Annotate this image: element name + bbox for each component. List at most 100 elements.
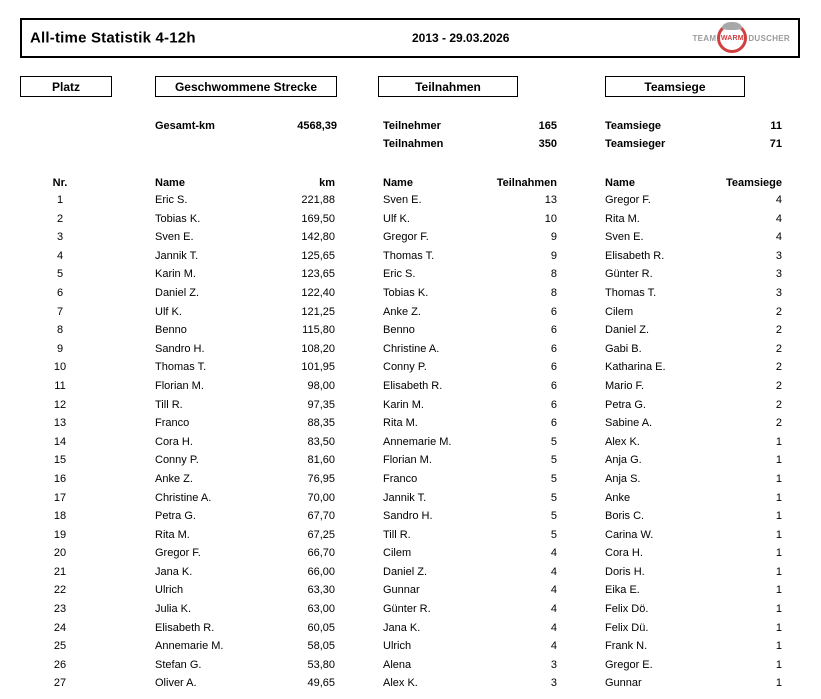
teamsiege-name-cell: Anja G. [605,454,642,467]
teamsiege-value-cell: 4 [775,212,782,225]
teamsiege-name-cell: Carina W. [605,528,654,541]
rank-cell: 25 [53,640,67,653]
table-row: 8 Benno 115,80 Benno 6 Daniel Z. 2 [0,321,821,340]
teilnahmen-name-cell: Sven E. [383,194,422,206]
km-value-cell: 121,25 [301,305,335,318]
header-teilnahmen: Teilnahmen [496,177,557,189]
km-name-cell: Oliver A. [155,677,197,690]
rank-cell: 9 [56,342,64,355]
teilnahmen-name-cell: Florian M. [383,454,432,467]
rank-cell: 4 [56,249,64,262]
rank-cell: 7 [56,305,64,318]
rank-cell: 13 [53,417,67,430]
teamsiege-value-cell: 4 [775,194,782,206]
km-name-cell: Elisabeth R. [155,621,215,634]
teilnahmen-name-cell: Jannik T. [383,491,427,504]
table-row: 26 Stefan G. 53,80 Alena 3 Gregor E. 1 [0,656,821,675]
km-name-cell: Florian M. [155,379,204,392]
km-value-cell: 115,80 [302,324,335,337]
teamsiege-name-cell: Doris H. [605,565,645,578]
teilnahmen-value-cell: 4 [550,640,557,653]
rank-cell: 1 [56,194,64,206]
teamsiege-value-cell: 1 [775,640,782,653]
section-box-teilnahmen: Teilnahmen [378,76,518,97]
date-range: 2013 - 29.03.2026 [412,31,510,45]
km-name-cell: Cora H. [155,435,193,448]
km-value-cell: 88,35 [307,417,335,430]
rank-cell: 20 [53,547,67,560]
km-value-cell: 58,05 [307,640,335,653]
km-value-cell: 66,00 [307,565,335,578]
km-value-cell: 81,60 [307,454,335,467]
table-row: 11 Florian M. 98,00 Elisabeth R. 6 Mario… [0,377,821,396]
teilnahmen-value: 350 [538,138,557,150]
teilnahmen-name-cell: Gregor F. [383,231,429,244]
teilnahmen-value-cell: 6 [550,361,557,374]
km-name-cell: Petra G. [155,510,196,523]
teamsiege-name-cell: Anja S. [605,472,641,485]
teamsiege-name-cell: Felix Dü. [605,621,649,634]
teilnahmen-name-cell: Thomas T. [383,249,435,262]
table-row: 20 Gregor F. 66,70 Cilem 4 Cora H. 1 [0,544,821,563]
teilnahmen-name-cell: Jana K. [383,621,421,634]
table-row: 19 Rita M. 67,25 Till R. 5 Carina W. 1 [0,526,821,545]
teilnahmen-value-cell: 4 [550,565,557,578]
teilnahmen-name-cell: Alex K. [383,677,418,690]
rank-cell: 5 [56,268,64,281]
teamsiege-value-cell: 2 [775,305,782,318]
km-name-cell: Conny P. [155,454,199,467]
teamsiege-value-cell: 1 [775,454,782,467]
teilnahmen-value-cell: 6 [550,417,557,430]
team-warmduscher-logo: TEAM WARM DUSCHER [692,22,790,53]
rank-cell: 21 [53,565,67,578]
teilnahmen-name-cell: Anke Z. [383,305,421,318]
teilnahmen-value-cell: 4 [550,621,557,634]
teamsiege-value-cell: 2 [775,342,782,355]
teamsiege-name-cell: Eika E. [605,584,640,597]
teamsiege-value-cell: 1 [775,603,782,616]
logo-team-text: TEAM [692,33,717,43]
km-value-cell: 66,70 [307,547,335,560]
table-row: 6 Daniel Z. 122,40 Tobias K. 8 Thomas T.… [0,284,821,303]
section-box-platz: Platz [20,76,112,97]
km-name-cell: Anke Z. [155,472,193,485]
teilnahmen-name-cell: Christine A. [383,342,440,355]
table-row: 27 Oliver A. 49,65 Alex K. 3 Gunnar 1 [0,674,821,693]
km-value-cell: 169,50 [301,212,335,225]
km-name-cell: Jannik T. [155,249,199,262]
teilnahmen-value-cell: 9 [550,231,557,244]
rank-cell: 6 [56,286,64,299]
gesamt-km-label: Gesamt-km [155,120,215,132]
teamsiege-value-cell: 1 [775,677,782,690]
km-value-cell: 67,70 [307,510,335,523]
km-value-cell: 123,65 [301,268,335,281]
teilnahmen-value-cell: 8 [550,268,557,281]
teamsiege-name-cell: Boris C. [605,510,645,523]
rank-cell: 14 [53,435,67,448]
table-row: 5 Karin M. 123,65 Eric S. 8 Günter R. 3 [0,265,821,284]
rank-cell: 8 [56,324,64,337]
rank-cell: 26 [53,658,67,671]
teilnahmen-value-cell: 3 [550,677,557,690]
teamsiege-name-cell: Elisabeth R. [605,249,665,262]
teamsiege-name-cell: Gabi B. [605,342,642,355]
km-name-cell: Gregor F. [155,547,201,560]
table-row: 10 Thomas T. 101,95 Conny P. 6 Katharina… [0,358,821,377]
km-value-cell: 83,50 [307,435,335,448]
teamsiege-value-cell: 1 [775,435,782,448]
teilnahmen-value-cell: 3 [550,658,557,671]
teilnahmen-value-cell: 5 [550,528,557,541]
km-name-cell: Thomas T. [155,361,207,374]
km-name-cell: Eric S. [155,194,188,206]
km-name-cell: Sandro H. [155,342,205,355]
rank-cell: 17 [53,491,67,504]
header-km: km [319,177,335,189]
teamsiege-name-cell: Gregor F. [605,194,651,206]
teilnahmen-value-cell: 8 [550,286,557,299]
teilnehmer-label: Teilnehmer [383,120,441,132]
page-title: All-time Statistik 4-12h [30,29,196,47]
rank-cell: 27 [53,677,67,690]
rank-cell: 3 [56,231,64,244]
teamsieger-label: Teamsieger [605,138,666,150]
km-name-cell: Rita M. [155,528,190,541]
